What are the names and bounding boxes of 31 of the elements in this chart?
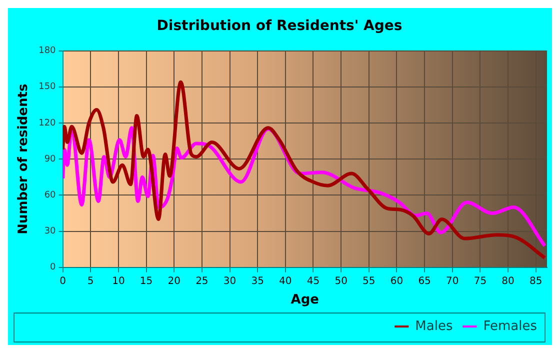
x-tick-label: 25 <box>196 276 208 287</box>
x-tick-label: 50 <box>334 276 348 287</box>
x-tick-label: 65 <box>418 276 431 287</box>
y-tick-label: 30 <box>44 226 56 237</box>
x-tick-label: 80 <box>502 276 514 287</box>
x-tick-label: 85 <box>530 276 542 287</box>
x-tick-label: 15 <box>140 276 153 287</box>
x-tick-label: 75 <box>474 276 487 287</box>
x-axis-title: Age <box>290 292 320 308</box>
y-tick-label: 150 <box>38 82 56 92</box>
x-tick-label: 5 <box>87 276 94 287</box>
x-tick-label: 35 <box>251 276 264 287</box>
y-tick-label: 120 <box>38 118 56 128</box>
x-tick-label: 0 <box>60 276 66 287</box>
line-series <box>62 80 547 260</box>
y-tick-label: 90 <box>44 154 56 164</box>
y-axis-title: Number of residents <box>16 84 32 234</box>
y-tick-label: 0 <box>50 262 56 273</box>
x-tick-label: 30 <box>223 276 236 287</box>
legend-label: Females <box>483 318 538 334</box>
x-tick-label: 55 <box>362 276 376 287</box>
x-tick-label: 40 <box>279 276 292 287</box>
legend-label: Males <box>415 318 453 334</box>
x-tick-label: 10 <box>112 276 125 287</box>
x-tick-label: 45 <box>306 276 320 287</box>
x-tick-label: 70 <box>446 276 459 287</box>
y-tick-label: 60 <box>44 190 56 201</box>
x-tick-label: 60 <box>390 276 404 287</box>
x-tick-label: 20 <box>168 276 180 287</box>
chart-title: Distribution of Residents' Ages <box>156 18 402 34</box>
y-tick-label: 180 <box>38 46 56 56</box>
